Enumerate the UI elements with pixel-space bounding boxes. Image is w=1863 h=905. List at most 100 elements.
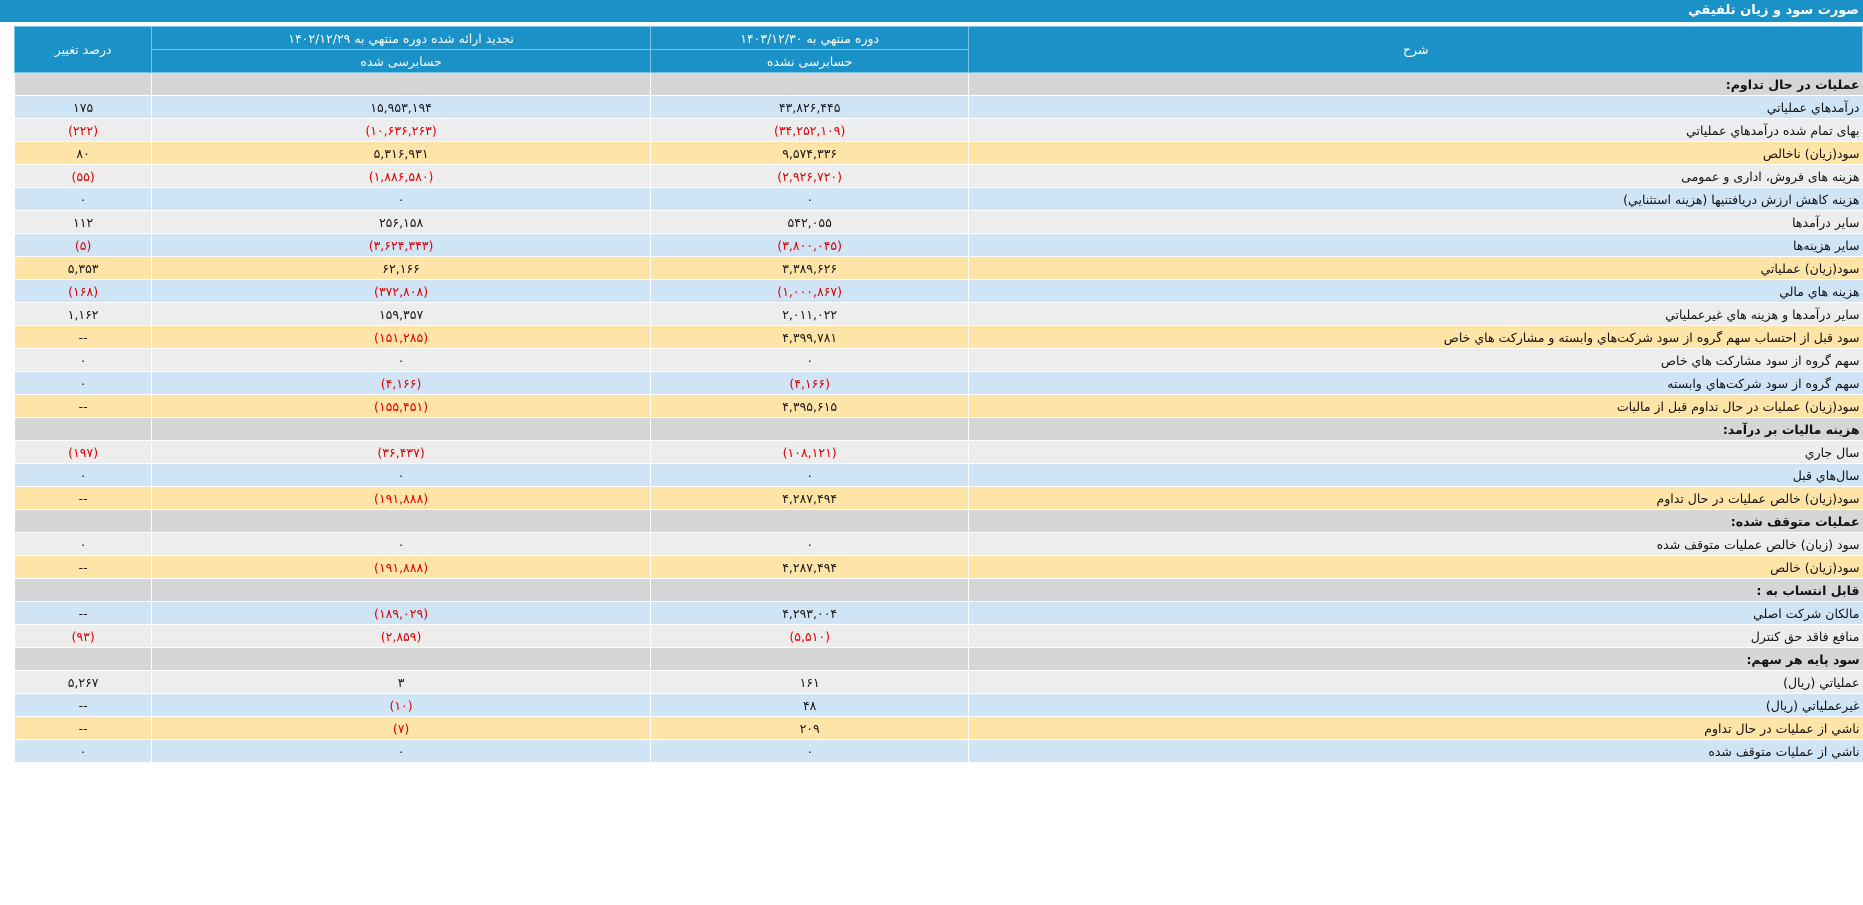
row-description: هزینه های فروش، اداری و عمومی <box>968 164 1863 188</box>
table-header: شرح دوره منتهي به ۱۴۰۳/۱۲/۳۰ تجدید ارائه… <box>13 26 1863 73</box>
previous-period-value: (۱۵۱,۲۸۵) <box>151 325 651 349</box>
previous-period-value: (۳,۶۲۴,۳۴۳) <box>151 233 651 257</box>
percent-change-value: (۲۲۲) <box>13 118 152 142</box>
current-period-value: ۰ <box>649 463 969 487</box>
row-description: مالکان شرکت اصلي <box>968 601 1863 625</box>
percent-change-value: ۰ <box>13 187 152 211</box>
percent-change-value: -- <box>13 394 152 418</box>
row-description: ساير درآمدها و هزينه هاي غيرعملياتي <box>968 302 1863 326</box>
table-row: هزينه هاي مالي (۱,۰۰۰,۸۶۷) (۳۷۲,۸۰۸) (۱۶۸) <box>13 279 1863 303</box>
table-row: سایر هزینه‌ها (۳,۸۰۰,۰۴۵) (۳,۶۲۴,۳۴۳) (۵) <box>13 233 1863 257</box>
current-period-value: ۰ <box>649 739 969 763</box>
section-row: قابل انتساب به : <box>13 578 1863 602</box>
table-row: سود(زيان) عمليات در حال تداوم قبل از مال… <box>13 394 1863 418</box>
previous-period-value: ۱۵۹,۳۵۷ <box>151 302 651 326</box>
current-period-value: (۱۰۸,۱۲۱) <box>649 440 969 464</box>
previous-period-value: (۷) <box>151 716 651 740</box>
row-description: عملیات متوقف شده: <box>968 509 1863 533</box>
percent-change-value: ۸۰ <box>13 141 152 165</box>
previous-period-value: (۱,۸۸۶,۵۸۰) <box>151 164 651 188</box>
percent-change-value: (۱۶۸) <box>13 279 152 303</box>
table-row: غيرعملياتي (ريال) ۴۸ (۱۰) -- <box>13 693 1863 717</box>
percent-change-value: ۵,۲۶۷ <box>13 670 152 694</box>
table-row: ناشي از عمليات در حال تداوم ۲۰۹ (۷) -- <box>13 716 1863 740</box>
previous-period-value: (۱۸۹,۰۲۹) <box>151 601 651 625</box>
header-percent-change: درصد تغییر <box>13 26 153 73</box>
current-period-value: ۰ <box>649 348 969 372</box>
table-row: سال‌هاي قبل ۰ ۰ ۰ <box>13 463 1863 487</box>
table-row: سود قبل از احتساب سهم گروه از سود شرکت‌ه… <box>13 325 1863 349</box>
current-period-value: (۵,۵۱۰) <box>649 624 969 648</box>
percent-change-value <box>13 72 152 96</box>
table-row: سود (زيان) خالص عمليات متوقف شده ۰ ۰ ۰ <box>13 532 1863 556</box>
percent-change-value: ۱,۱۶۲ <box>13 302 152 326</box>
table-row: سود(زيان) ناخالص ۹,۵۷۴,۳۳۶ ۵,۳۱۶,۹۳۱ ۸۰ <box>13 141 1863 165</box>
header-description: شرح <box>968 26 1863 73</box>
row-description: غيرعملياتي (ريال) <box>968 693 1863 717</box>
previous-period-value <box>151 72 651 96</box>
row-description: سود(زيان) عملياتي <box>968 256 1863 280</box>
previous-period-value: (۱۹۱,۸۸۸) <box>151 555 651 579</box>
previous-period-value: ۶۲,۱۶۶ <box>151 256 651 280</box>
row-description: هزینه مالیات بر درآمد: <box>968 417 1863 441</box>
current-period-value: (۳۴,۲۵۲,۱۰۹) <box>649 118 969 142</box>
percent-change-value <box>13 509 152 533</box>
table-row: عملياتي (ريال) ۱۶۱ ۳ ۵,۲۶۷ <box>13 670 1863 694</box>
income-statement-table-container: شرح دوره منتهي به ۱۴۰۳/۱۲/۳۰ تجدید ارائه… <box>13 26 1863 763</box>
current-period-value: ۴,۲۹۳,۰۰۴ <box>649 601 969 625</box>
previous-period-value: (۳۶,۴۳۷) <box>151 440 651 464</box>
table-row: ناشي از عمليات متوقف شده ۰ ۰ ۰ <box>13 739 1863 763</box>
percent-change-value: ۰ <box>13 532 152 556</box>
current-period-value <box>649 647 969 671</box>
row-description: عملیات در حال تداوم: <box>968 72 1863 96</box>
current-period-value: ۴۸ <box>649 693 969 717</box>
section-row: هزینه مالیات بر درآمد: <box>13 417 1863 441</box>
percent-change-value: -- <box>13 555 152 579</box>
row-description: قابل انتساب به : <box>968 578 1863 602</box>
row-description: هزینه کاهش ارزش دريافتنيها (هزينه استثنا… <box>968 187 1863 211</box>
row-description: سود(زيان) عمليات در حال تداوم قبل از مال… <box>968 394 1863 418</box>
percent-change-value: -- <box>13 693 152 717</box>
row-description: منافع فاقد حق کنترل <box>968 624 1863 648</box>
previous-period-value: (۱۹۱,۸۸۸) <box>151 486 651 510</box>
current-period-value <box>649 72 969 96</box>
row-description: سود(زيان) ناخالص <box>968 141 1863 165</box>
percent-change-value <box>13 647 152 671</box>
previous-period-value: ۰ <box>151 463 651 487</box>
row-description: سود قبل از احتساب سهم گروه از سود شرکت‌ه… <box>968 325 1863 349</box>
income-statement-table: شرح دوره منتهي به ۱۴۰۳/۱۲/۳۰ تجدید ارائه… <box>13 26 1863 763</box>
current-period-value <box>649 509 969 533</box>
percent-change-value: (۱۹۷) <box>13 440 152 464</box>
percent-change-value: ۰ <box>13 371 152 395</box>
previous-period-value <box>151 578 651 602</box>
previous-period-value <box>151 417 651 441</box>
current-period-value: (۲,۹۲۶,۷۲۰) <box>649 164 969 188</box>
percent-change-value: (۹۳) <box>13 624 152 648</box>
previous-period-value: ۰ <box>151 187 651 211</box>
percent-change-value: ۱۱۲ <box>13 210 152 234</box>
percent-change-value: ۰ <box>13 348 152 372</box>
header-current-period: دوره منتهي به ۱۴۰۳/۱۲/۳۰ <box>649 26 970 50</box>
previous-period-value: (۳۷۲,۸۰۸) <box>151 279 651 303</box>
percent-change-value: -- <box>13 716 152 740</box>
percent-change-value: -- <box>13 486 152 510</box>
current-period-value: ۴,۲۸۷,۴۹۴ <box>649 486 969 510</box>
section-row: عملیات در حال تداوم: <box>13 72 1863 96</box>
percent-change-value: (۵) <box>13 233 152 257</box>
header-previous-status: حسابرسی شده <box>151 49 651 73</box>
section-row: سود پایه هر سهم: <box>13 647 1863 671</box>
percent-change-value: ۱۷۵ <box>13 95 152 119</box>
previous-period-value: ۳ <box>151 670 651 694</box>
current-period-value: ۵۴۲,۰۵۵ <box>649 210 969 234</box>
previous-period-value: (۱۵۵,۴۵۱) <box>151 394 651 418</box>
header-current-status: حسابرسی نشده <box>649 49 970 73</box>
header-previous-period: تجدید ارائه شده دوره منتهي به ۱۴۰۲/۱۲/۲۹ <box>151 26 651 50</box>
previous-period-value: ۱۵,۹۵۳,۱۹۴ <box>151 95 651 119</box>
percent-change-value: -- <box>13 325 152 349</box>
row-description: هزينه هاي مالي <box>968 279 1863 303</box>
current-period-value: (۴,۱۶۶) <box>649 371 969 395</box>
table-row: سود(زيان) خالص عمليات در حال تداوم ۴,۲۸۷,… <box>13 486 1863 510</box>
table-row: درآمدهاي عملياتي ۴۳,۸۲۶,۴۴۵ ۱۵,۹۵۳,۱۹۴ ۱۷۵ <box>13 95 1863 119</box>
previous-period-value: ۲۵۶,۱۵۸ <box>151 210 651 234</box>
current-period-value: ۲۰۹ <box>649 716 969 740</box>
